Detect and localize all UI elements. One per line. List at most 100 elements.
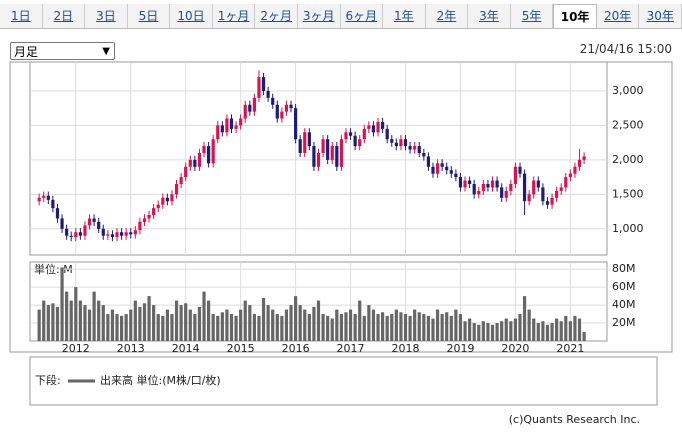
volume-bar <box>344 312 348 341</box>
volume-bar <box>42 300 46 341</box>
tab[interactable]: 10年 <box>553 4 597 28</box>
x-tick-label: 2020 <box>501 342 529 355</box>
volume-bar <box>147 296 151 341</box>
volume-bar <box>92 291 96 341</box>
candle-body <box>161 197 165 205</box>
candle-body <box>197 152 202 167</box>
tab[interactable]: 6ヶ月 <box>341 4 384 28</box>
candle-body <box>252 97 256 112</box>
x-tick-label: 2013 <box>117 342 145 355</box>
candle-body <box>527 194 531 202</box>
volume-bar <box>504 318 508 341</box>
candle-body <box>51 199 55 209</box>
period-select[interactable]: 月足 ▼ <box>10 42 115 60</box>
tab-bar: 1日 2日 3日 5日 10日 1ヶ月 2ヶ月 3ヶ月 6ヶ月 1年 2年 3年 5年 10年 20年 30年 <box>0 4 682 29</box>
candle-body <box>239 118 243 126</box>
candle-body <box>344 132 348 140</box>
volume-bar <box>330 318 334 341</box>
x-tick-label: 2017 <box>337 342 365 355</box>
volume-bar <box>266 305 270 341</box>
tab[interactable]: 2ヶ月 <box>255 4 298 28</box>
candle-body <box>541 187 545 202</box>
volume-bar <box>78 300 82 341</box>
candle-body <box>435 163 440 174</box>
candle-body <box>358 139 362 147</box>
volume-bar <box>353 314 357 341</box>
volume-bar <box>513 318 518 341</box>
volume-bar <box>101 305 105 341</box>
volume-bar <box>335 309 339 341</box>
candle-body <box>381 121 385 129</box>
candle-body <box>243 104 247 119</box>
candle-body <box>495 180 499 188</box>
tab[interactable]: 3ヶ月 <box>298 4 341 28</box>
y-tick-label: 2,000 <box>612 153 644 166</box>
tab[interactable]: 3日 <box>85 4 128 28</box>
candle-body <box>289 104 293 109</box>
volume-bar <box>133 300 137 341</box>
candle-body <box>174 184 179 195</box>
candle-body <box>536 180 540 188</box>
candle-body <box>101 228 105 236</box>
tab[interactable]: 5年 <box>511 4 554 28</box>
tab[interactable]: 10日 <box>170 4 213 28</box>
volume-bar <box>573 315 577 341</box>
candle-body <box>307 132 311 147</box>
legend-prefix: 下段: <box>35 373 61 387</box>
candle-body <box>577 159 582 167</box>
candle-body <box>78 232 82 236</box>
volume-bar <box>243 300 247 341</box>
volume-bar <box>417 312 421 341</box>
volume-bar <box>568 321 572 341</box>
volume-bar <box>83 305 87 341</box>
volume-bar <box>390 314 394 341</box>
volume-bar <box>326 315 330 341</box>
tab[interactable]: 1年 <box>383 4 426 28</box>
tab[interactable]: 1日 <box>0 4 43 28</box>
tab[interactable]: 2日 <box>43 4 86 28</box>
volume-bar <box>252 314 256 341</box>
candle-body <box>46 195 50 200</box>
volume-bar <box>298 305 302 341</box>
candle-body <box>385 128 389 140</box>
candle-body <box>188 159 192 167</box>
volume-bar <box>408 315 412 341</box>
tab[interactable]: 2年 <box>426 4 469 28</box>
volume-bar <box>60 267 64 341</box>
candle-body <box>454 173 458 178</box>
tab[interactable]: 1ヶ月 <box>213 4 256 28</box>
tab[interactable]: 5日 <box>128 4 171 28</box>
tab[interactable]: 3年 <box>468 4 511 28</box>
volume-bar <box>532 318 536 341</box>
volume-bar <box>220 312 224 341</box>
candle-body <box>152 208 156 216</box>
candle-body <box>55 208 60 219</box>
volume-bar <box>376 314 380 341</box>
y-tick-label: 20M <box>612 316 636 329</box>
candle-body <box>559 187 563 191</box>
candle-body <box>486 184 490 188</box>
volume-bar <box>303 309 307 341</box>
volume-bar <box>559 321 563 341</box>
candle-body <box>390 139 394 143</box>
volume-bar <box>55 306 60 341</box>
volume-bar <box>294 296 298 341</box>
volume-bar <box>307 314 311 341</box>
select-label: 月足 <box>14 45 39 59</box>
y-tick-label: 40M <box>612 298 636 311</box>
tab[interactable]: 20年 <box>597 4 640 28</box>
volume-bar <box>119 315 124 341</box>
candle-body <box>422 152 426 157</box>
volume-bar <box>509 321 513 341</box>
volume-bar <box>394 309 398 341</box>
volume-bar <box>426 315 431 341</box>
candle-body <box>312 146 316 167</box>
volume-bar <box>564 315 568 341</box>
candle-body <box>330 146 334 160</box>
candle-body <box>321 139 325 153</box>
candle-body <box>582 156 586 160</box>
volume-bar <box>445 312 449 341</box>
volume-bar <box>403 314 408 341</box>
volume-bar <box>422 314 426 341</box>
volume-bar <box>367 305 371 341</box>
